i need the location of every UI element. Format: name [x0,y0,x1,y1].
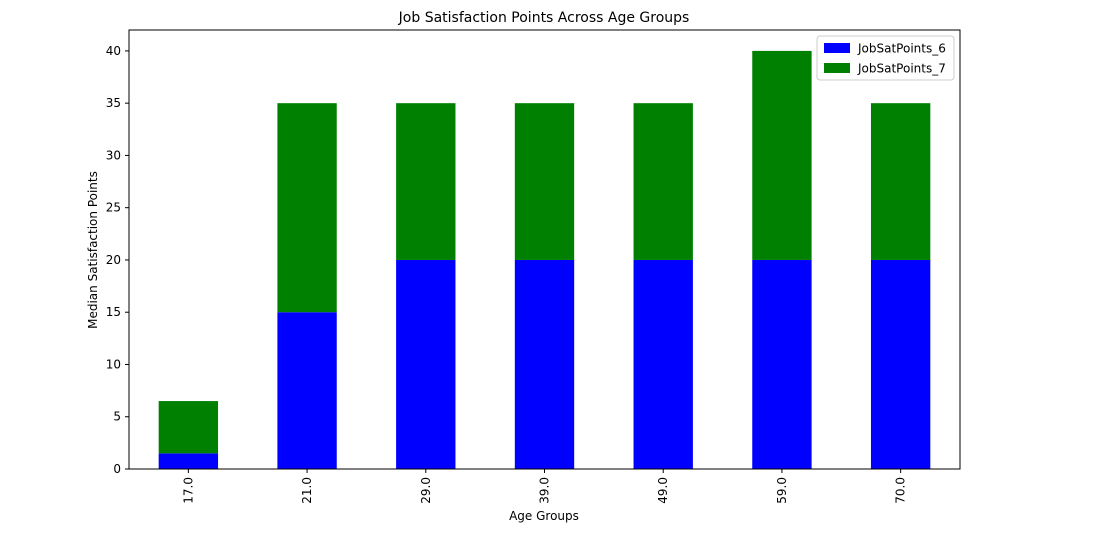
y-tick-label: 25 [106,201,121,215]
legend: JobSatPoints_6 JobSatPoints_7 [816,35,955,81]
x-tick-label: 17.0 [181,477,195,504]
bar-JobSatPoints_7-39.0 [514,103,575,260]
bar-JobSatPoints_6-70.0 [870,259,931,469]
x-tick-label: 49.0 [656,477,670,504]
legend-swatch-JobSatPoints_6 [824,43,850,53]
legend-box [816,35,955,81]
bar-JobSatPoints_7-21.0 [277,103,337,313]
chart-title: Job Satisfaction Points Across Age Group… [398,10,690,26]
bar-JobSatPoints_7-49.0 [633,103,693,260]
bar-JobSatPoints_7-59.0 [752,50,812,260]
x-tick-label: 39.0 [538,477,552,504]
bar-JobSatPoints_6-21.0 [277,312,337,469]
axes-layer: 0 5 10 15 20 25 30 35 40 17.0 21.0 29.0 39.0 49.0 59.0… [106,29,961,504]
bar-JobSatPoints_6-17.0 [158,453,219,469]
legend-label-JobSatPoints_6: JobSatPoints_6 [857,42,946,56]
bar-JobSatPoints_6-59.0 [752,259,812,469]
y-tick-label: 5 [113,410,121,424]
y-tick-label: 40 [106,44,121,58]
x-tick-label: 29.0 [419,477,433,504]
y-tick-label: 20 [106,253,121,267]
bar-JobSatPoints_7-70.0 [870,103,931,260]
bar-JobSatPoints_6-39.0 [514,259,575,469]
x-axis-label: Age Groups [509,509,579,523]
y-tick-label: 15 [106,305,121,319]
legend-swatch-JobSatPoints_7 [824,63,850,73]
legend-label-JobSatPoints_7: JobSatPoints_7 [857,62,946,76]
x-tick-label: 21.0 [300,477,314,504]
bar-JobSatPoints_7-17.0 [158,401,219,454]
y-tick-label: 10 [106,357,121,371]
y-tick-label: 35 [106,96,121,110]
y-tick-label: 0 [113,462,121,476]
y-tick-label: 30 [106,148,121,162]
x-tick-label: 70.0 [894,477,908,504]
bars-layer [158,50,931,469]
bar-JobSatPoints_7-29.0 [396,103,456,260]
bar-JobSatPoints_6-49.0 [633,259,693,469]
x-tick-label: 59.0 [775,477,789,504]
y-axis-label: Median Satisfaction Points [86,171,100,329]
bar-JobSatPoints_6-29.0 [396,259,456,469]
